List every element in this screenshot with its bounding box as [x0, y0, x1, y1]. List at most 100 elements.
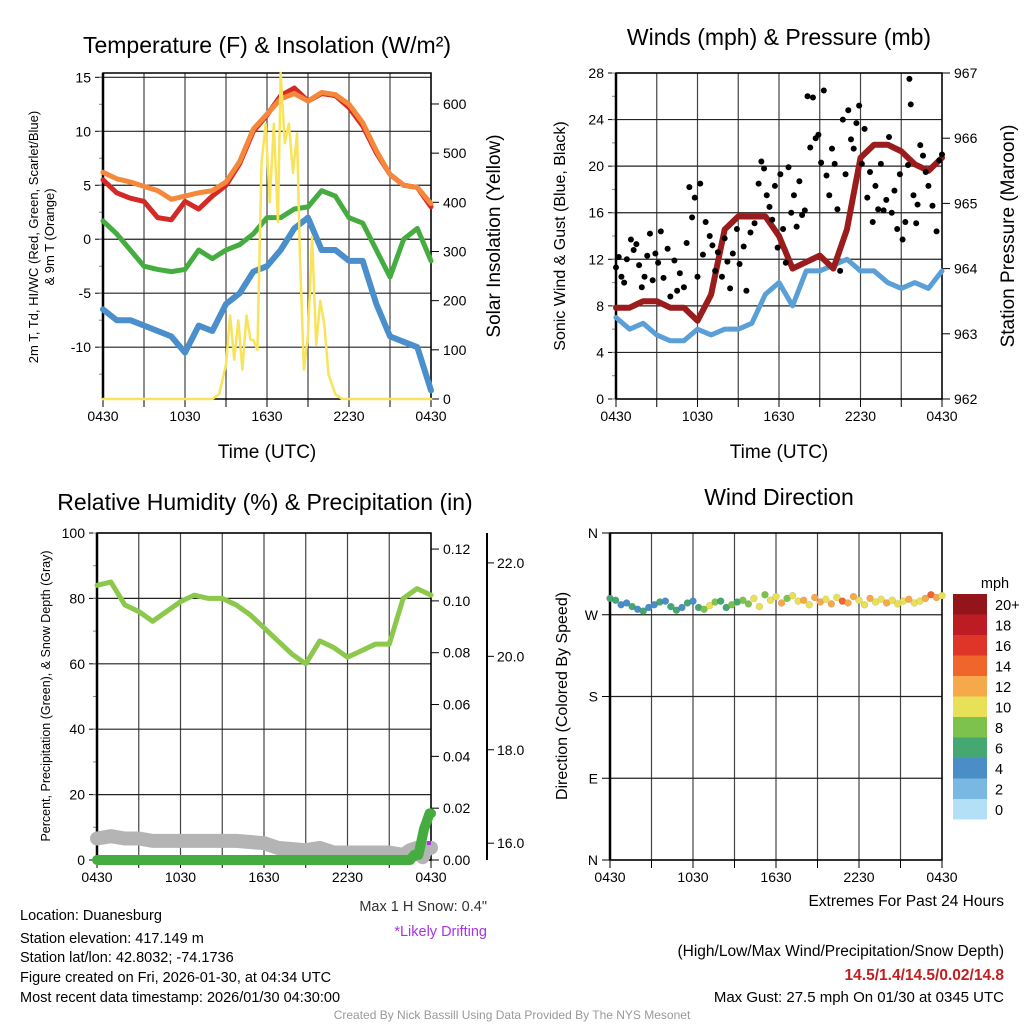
wind-direction-point [844, 599, 852, 607]
gust-point [902, 219, 909, 226]
gust-point [894, 226, 901, 233]
gust-point [845, 107, 852, 114]
pressure-y-label: Station Pressure (Maroon) [998, 125, 1019, 348]
gust-point [780, 226, 787, 233]
humidity-y2-tick-label: 0.10 [443, 593, 470, 609]
humidity-y2-tick-label: 0.00 [443, 852, 470, 868]
direction-y-tick-label: N [588, 525, 598, 541]
temperature-y-label-line2: & 9m T (Orange) [42, 188, 57, 285]
direction-y-tick-label: W [585, 607, 599, 623]
gust-point [638, 284, 645, 291]
gust-point [649, 277, 656, 284]
wind-direction-point [921, 594, 930, 603]
direction-y-tick-label: E [589, 770, 598, 786]
gust-point [891, 187, 898, 194]
gust-point [627, 236, 634, 243]
legend-color-swatch [953, 614, 987, 635]
gust-point [633, 241, 640, 248]
direction-x-tick-label: 0430 [594, 869, 625, 885]
legend-color-swatch [953, 655, 987, 676]
wind-direction-point [855, 596, 863, 604]
gust-point [914, 201, 921, 208]
gust-point [850, 145, 857, 152]
rh-series-line [94, 579, 434, 667]
direction-y-tick-label: S [589, 689, 598, 705]
temperature-y2-tick-label: 500 [443, 145, 467, 161]
gust-point [823, 172, 830, 179]
snow-y-tick-label: 22.0 [497, 555, 524, 571]
gust-point [799, 212, 806, 219]
wind-direction-point [744, 600, 753, 608]
elevation-text: Station elevation: 417.149 m [20, 931, 204, 947]
location-text: Location: Duanesburg [20, 908, 162, 924]
gust-point [913, 220, 920, 227]
pressure-series-line [613, 141, 945, 324]
legend-color-swatch [953, 594, 987, 615]
winds-y2-tick-label: 965 [954, 195, 978, 211]
gust-point [815, 131, 822, 138]
gust-point [615, 253, 622, 260]
legend-color-swatch [953, 778, 987, 799]
gust-point [774, 244, 781, 251]
temperature-y2-tick-label: 400 [443, 194, 467, 210]
gust-point [712, 267, 719, 274]
gust-point [657, 228, 664, 235]
gust-point [842, 171, 849, 178]
gust-point [925, 182, 932, 189]
humidity-y2-tick-label: 0.12 [443, 541, 470, 557]
gust-point [828, 145, 835, 152]
wind-direction-point [611, 596, 620, 604]
temperature-y2-tick-label: 200 [443, 293, 467, 309]
max-gust-text: Max Gust: 27.5 mph On 01/30 at 0345 UTC [714, 989, 1004, 1006]
humidity-chart-title: Relative Humidity (%) & Precipitation (i… [57, 489, 472, 515]
gust-point [709, 242, 716, 249]
gust-point [831, 160, 838, 167]
gust-point [869, 219, 876, 226]
humidity-y-label: Percent, Precipitation (Green), & Snow D… [39, 550, 53, 841]
wind-direction-point [938, 591, 946, 600]
gust-point [652, 250, 659, 257]
humidity-y-tick-label: 100 [62, 525, 86, 541]
winds-x-tick-label: 1630 [763, 408, 794, 424]
solar-series-line [101, 71, 433, 401]
winds-y2-tick-label: 964 [954, 261, 978, 277]
wind-direction-point [860, 601, 869, 609]
legend-label: 20+ [995, 598, 1020, 614]
winds-y-tick-label: 24 [588, 112, 604, 128]
gust-point [733, 226, 740, 233]
wind-direction-point [877, 595, 885, 604]
legend-color-swatch [953, 635, 987, 656]
gust-point [621, 279, 628, 286]
winds-y-tick-label: 20 [588, 158, 604, 174]
wind-direction-point [667, 602, 675, 611]
wind-direction-point [833, 593, 841, 602]
wind-direction-point [777, 599, 786, 607]
gust-point [847, 136, 854, 143]
gust-point [877, 160, 884, 167]
gust-point [804, 93, 811, 100]
wind-direction-point [661, 597, 670, 605]
gust-point [674, 287, 681, 294]
gust-point [801, 207, 808, 214]
humidity-x-tick-label: 0430 [415, 869, 446, 885]
gust-point [740, 243, 747, 250]
gust-point [919, 152, 926, 159]
gust-point [861, 125, 868, 132]
gust-point [922, 168, 929, 175]
temperature-y-label-line1: 2m T, Td, HI/WC (Red, Green, Scarlet/Blu… [26, 111, 41, 363]
gust-point [905, 161, 912, 168]
temperature-y2-tick-label: 300 [443, 243, 467, 259]
humidity-x-tick-label: 0430 [81, 869, 112, 885]
wind-direction-point [772, 592, 780, 601]
wind-direction-point [761, 591, 769, 599]
gust-point [834, 206, 841, 213]
wind-direction-point [866, 594, 874, 603]
winds-x-label: Time (UTC) [730, 442, 829, 463]
gust-point [820, 87, 827, 94]
gust-point [758, 158, 765, 165]
gust-point [785, 164, 792, 171]
gust-point [747, 229, 754, 236]
wind-direction-point [888, 596, 896, 604]
legend-label: 12 [995, 680, 1011, 696]
temperature-y-tick-label: 10 [75, 123, 91, 139]
